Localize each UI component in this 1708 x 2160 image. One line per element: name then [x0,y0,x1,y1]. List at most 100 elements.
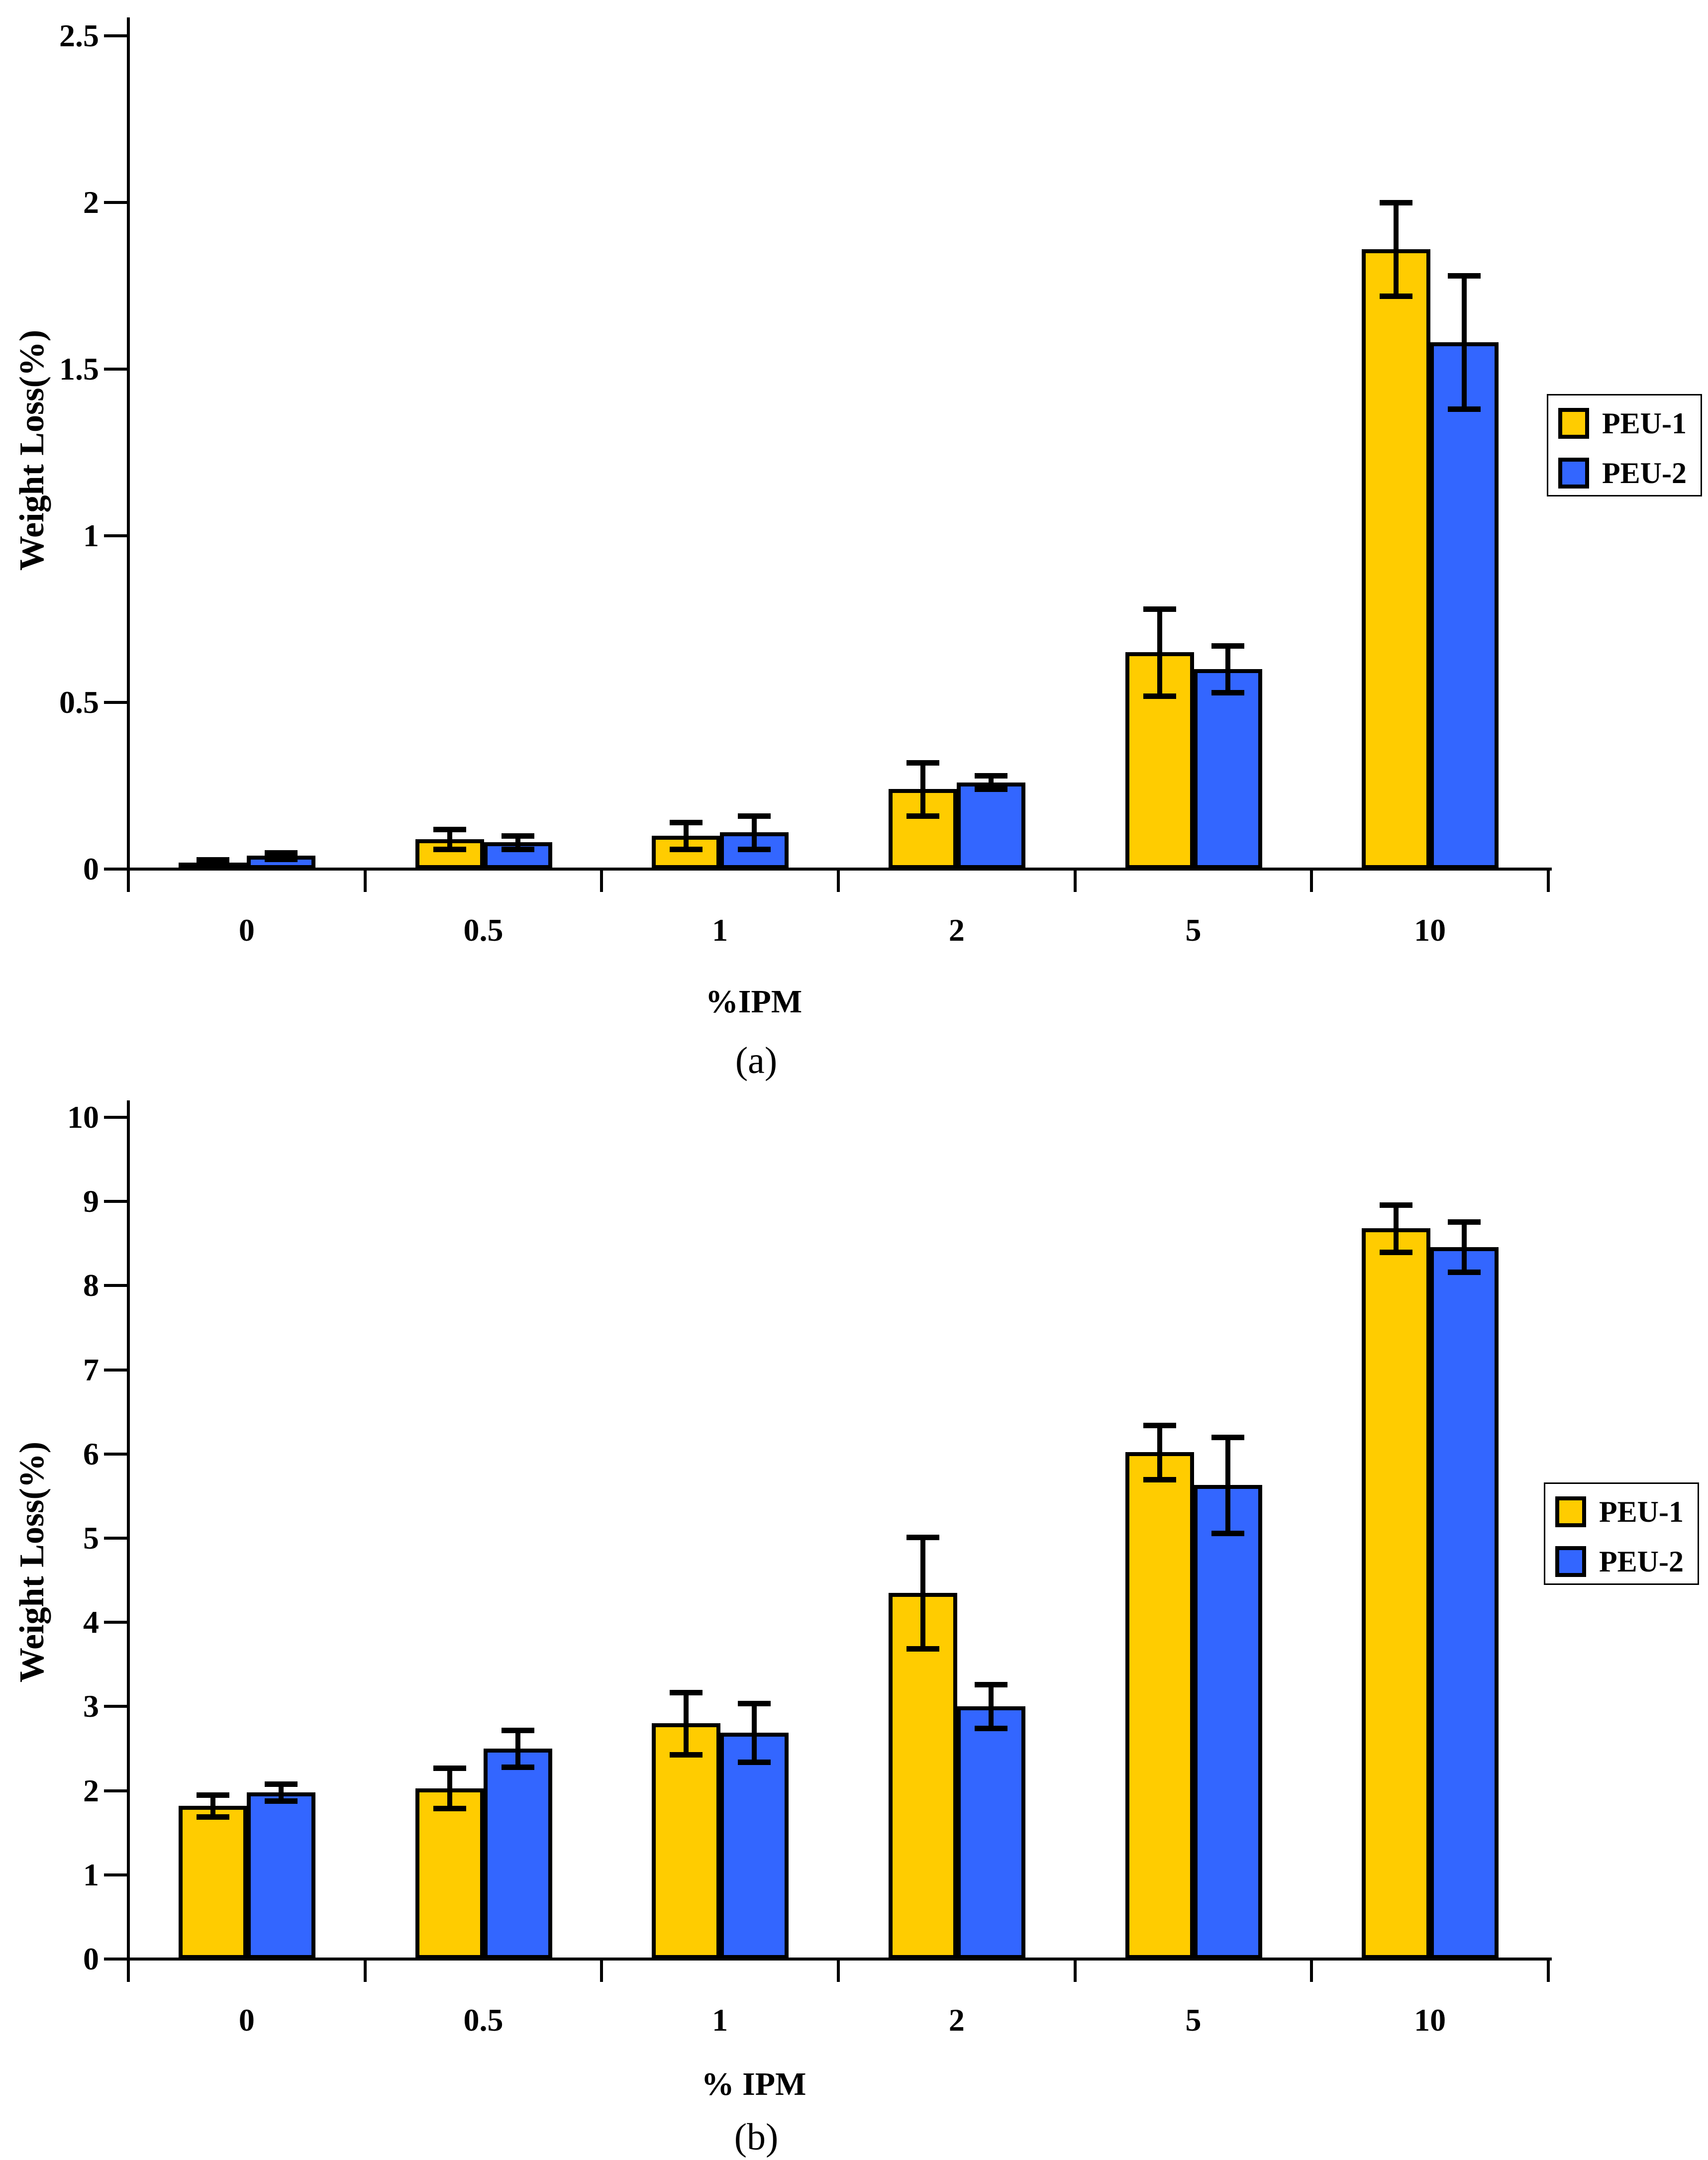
panel-b-bar-peu-2-0 [246,1792,315,1959]
panel-a-x-axis-label: %IPM [705,983,803,1020]
panel-b-error-cap-bottom [670,1752,703,1758]
panel-b-y-tick-label: 10 [67,1099,99,1135]
panel-b-error-line [1157,1425,1162,1479]
panel-b-y-tick [104,1368,127,1372]
panel-b-error-line [752,1703,757,1763]
panel-b-y-tick-label: 6 [83,1436,99,1472]
panel-a-category-label: 10 [1414,912,1446,948]
panel-a-error-cap-top [1380,200,1413,205]
panel-b-error-cap-bottom [738,1760,771,1766]
panel-a-error-cap-top [906,760,939,766]
panel-b-y-tick-label: 2 [83,1772,99,1808]
panel-a-error-cap-top [738,813,771,819]
panel-a-error-line [752,815,757,849]
panel-a-legend: PEU-1 PEU-2 [1547,394,1702,496]
panel-a-x-tick [1310,869,1313,892]
panel-a-bar-peu-2-10 [1430,342,1499,869]
panel-b-error-cap-top [906,1535,939,1541]
panel-b-bar-peu-2-2 [956,1706,1025,1959]
panel-b-error-cap-top [501,1727,534,1733]
panel-a-y-tick-label: 0 [83,851,99,886]
panel-b-error-cap-top [1448,1219,1481,1225]
panel-b-bar-peu-1-2 [888,1593,957,1959]
panel-a-y-tick-label: 2.5 [59,18,99,53]
panel-a-error-line [1225,646,1230,692]
panel-a-error-cap-top [196,857,229,863]
panel-a-caption: (a) [735,1040,778,1081]
panel-a-error-cap-top [1211,643,1244,649]
panel-b-error-line [278,1784,284,1801]
panel-b-y-tick-label: 4 [83,1604,99,1640]
panel-a-error-line [1394,202,1399,296]
panel-a-error-cap-top [433,826,466,832]
panel-a-error-cap-top [1448,273,1481,279]
panel-a-legend-label-peu2: PEU-2 [1602,457,1687,490]
panel-b-error-cap-top [264,1781,298,1787]
panel-b-y-tick [104,1116,127,1119]
panel-b-category-label: 0 [238,2002,255,2038]
panel-a-x-tick [837,869,840,892]
panel-b-category-label: 5 [1185,2002,1202,2038]
panel-b-bar-peu-2-5 [1193,1485,1262,1959]
panel-a-y-tick-label: 2 [83,185,99,220]
panel-a-error-line [920,762,925,816]
panel-b-legend-row-peu2: PEU-2 [1555,1546,1684,1577]
panel-b-error-line [988,1684,994,1729]
panel-a-error-cap-bottom [1143,693,1176,699]
panel-b-legend-row-peu1: PEU-1 [1555,1496,1684,1528]
panel-b-error-cap-top [738,1700,771,1706]
panel-b-category-label: 2 [948,2002,965,2038]
panel-b-error-cap-bottom [1143,1476,1176,1482]
panel-b-error-cap-top [1380,1202,1413,1208]
panel-a-error-cap-bottom [1448,406,1481,412]
panel-a-error-cap-top [1143,606,1176,612]
panel-b-caption: (b) [734,2116,779,2158]
panel-a-error-cap-bottom [1380,293,1413,299]
panel-a-y-tick [104,701,127,704]
panel-b-error-cap-bottom [501,1765,534,1770]
panel-a-error-line [988,776,994,789]
panel-b-error-cap-top [974,1682,1007,1688]
panel-b-error-cap-bottom [433,1806,466,1812]
panel-b-category-label: 10 [1414,2002,1446,2038]
panel-b-error-cap-bottom [1448,1270,1481,1276]
panel-b-bar-peu-1-1 [652,1723,721,1959]
panel-b-y-tick [104,1537,127,1540]
panel-a-bar-peu-2-2 [956,783,1025,869]
panel-b-bar-peu-1-0.5 [415,1788,484,1959]
panel-b-y-tick [104,1789,127,1792]
panel-a-x-tick [600,869,603,892]
panel-b-error-cap-bottom [1380,1249,1413,1255]
panel-b-legend-label-peu1: PEU-1 [1599,1495,1684,1528]
panel-b-legend-label-peu2: PEU-2 [1599,1545,1684,1578]
panel-a-error-cap-bottom [1211,689,1244,695]
panel-b-x-tick [600,1959,603,1982]
panel-b-x-tick [127,1959,130,1982]
panel-a-error-cap-top [501,833,534,839]
panel-a-error-cap-bottom [670,846,703,852]
panel-a-legend-row-peu1: PEU-1 [1558,407,1687,439]
panel-b-y-tick [104,1200,127,1203]
panel-b-error-line [1462,1221,1467,1273]
panel-b-y-tick-label: 3 [83,1688,99,1724]
panel-a-y-tick [104,868,127,871]
panel-b-x-tick [1310,1959,1313,1982]
panel-b-bar-peu-1-5 [1125,1452,1194,1959]
panel-b-x-tick [1073,1959,1077,1982]
panel-b-category-label: 0.5 [463,2002,503,2038]
panel-b-error-cap-top [670,1689,703,1695]
panel-a-y-tick [104,34,127,37]
panel-a-category-label: 5 [1185,912,1202,948]
panel-a-error-cap-bottom [501,846,534,852]
panel-a-category-label: 0 [238,912,255,948]
panel-a-legend-row-peu2: PEU-2 [1558,457,1687,489]
panel-b-y-tick [104,1621,127,1624]
panel-a-error-cap-bottom [738,846,771,852]
panel-b-y-tick-label: 5 [83,1520,99,1556]
panel-a-category-label: 0.5 [463,912,503,948]
panel-b-y-tick [104,1873,127,1876]
panel-a-category-label: 1 [712,912,728,948]
panel-a-error-line [515,836,520,849]
panel-a-error-cap-bottom [196,862,229,868]
panel-a-y-tick-label: 1 [83,518,99,553]
